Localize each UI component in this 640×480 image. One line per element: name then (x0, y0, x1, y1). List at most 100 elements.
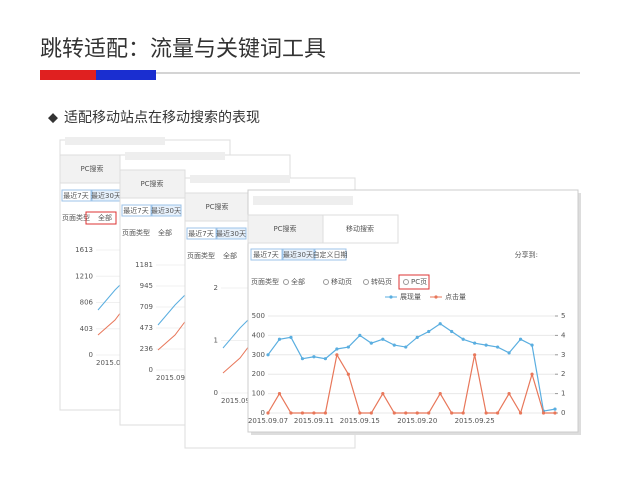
y2-tick-label: 0 (561, 409, 565, 417)
tick-label: 1210 (75, 272, 93, 280)
point (530, 372, 534, 376)
x-tick-label: 2015.09.25 (455, 417, 495, 425)
point (415, 335, 419, 339)
tick-label: 0 (89, 351, 93, 359)
radio[interactable] (283, 279, 289, 285)
point (277, 337, 282, 341)
button-label: 最近7天 (188, 229, 213, 238)
tick-label: 945 (140, 282, 153, 290)
point (427, 329, 431, 334)
point (300, 411, 305, 415)
point (358, 411, 362, 415)
point (541, 411, 546, 415)
point (335, 353, 339, 357)
tab[interactable] (322, 214, 399, 244)
filter-option: 全部 (98, 213, 112, 222)
series-line (267, 353, 555, 415)
point (450, 411, 454, 415)
radio[interactable] (403, 279, 409, 285)
dropdown (253, 196, 353, 205)
button-label: 最近30天 (216, 229, 246, 238)
tab[interactable] (247, 214, 324, 244)
button[interactable] (151, 204, 182, 217)
y2-tick-label: 4 (561, 331, 566, 339)
slide-title: 跳转适配：流量与关键词工具 (40, 37, 326, 62)
button[interactable] (282, 248, 315, 261)
point (415, 411, 419, 415)
x-tick-label: 2015.09.15 (340, 417, 380, 425)
point (266, 411, 270, 415)
point (289, 411, 293, 415)
red-bar (40, 70, 96, 80)
point (300, 357, 305, 361)
y-tick-label: 200 (252, 370, 265, 378)
filter-label: 页面类型 (187, 251, 215, 260)
legend-label: 点击量 (445, 292, 466, 301)
filter-option: 转码页 (371, 277, 392, 286)
button-label: 最近30天 (151, 206, 181, 215)
button[interactable] (216, 227, 247, 240)
point (358, 333, 362, 337)
tab-label: PC搜索 (205, 202, 228, 211)
legend-label: 展现量 (400, 293, 421, 301)
dropdown (125, 152, 225, 160)
y2-tick-label: 1 (561, 390, 565, 398)
button[interactable] (121, 204, 152, 217)
button[interactable] (61, 189, 92, 202)
filter-option: 全部 (223, 251, 237, 260)
x-tick-label: 2015.09.07 (248, 417, 288, 425)
point (289, 335, 293, 339)
radio[interactable] (363, 279, 369, 285)
point (335, 347, 339, 351)
tab-label: 移动搜索 (346, 224, 374, 233)
point (392, 411, 396, 415)
tick-label: 1181 (135, 261, 153, 269)
button-label: 最近7天 (123, 206, 148, 215)
tick-label: 1 (214, 337, 218, 345)
tick-label: 1613 (75, 246, 93, 254)
point (427, 411, 431, 415)
point (381, 392, 385, 396)
legend-dot (389, 295, 393, 299)
point (369, 411, 373, 415)
tick-label: 473 (140, 324, 153, 332)
legend-dot (434, 295, 438, 299)
button[interactable] (250, 248, 283, 261)
y-tick-label: 100 (252, 390, 265, 398)
tick-label: 0 (149, 366, 153, 374)
filter-label: 页面类型 (122, 228, 150, 237)
tick-label: 403 (80, 325, 93, 333)
point (266, 353, 270, 357)
tab-label: PC搜索 (140, 179, 163, 188)
point (473, 353, 477, 357)
date-label: 2015.09.07 (96, 359, 136, 367)
filter-option: PC页 (411, 278, 427, 286)
x-tick-label: 2015.09.20 (397, 417, 437, 425)
y-tick-label: 300 (252, 351, 265, 359)
filter-label: 页面类型 (251, 277, 279, 286)
tick-label: 2 (214, 284, 218, 292)
button-label: 最近30天 (283, 250, 313, 259)
button[interactable] (186, 227, 217, 240)
point (323, 411, 327, 415)
radio[interactable] (323, 279, 329, 285)
tick-label: 806 (80, 299, 94, 307)
share-label: 分享到: (515, 250, 538, 259)
filter-option: 全部 (291, 277, 305, 286)
point (496, 411, 500, 415)
dropdown (190, 175, 290, 183)
bullet: 适配移动站点在移动搜索的表现 (64, 109, 260, 126)
highlight (398, 274, 430, 290)
y2-tick-label: 2 (561, 370, 565, 378)
point (484, 411, 488, 415)
point (392, 343, 396, 347)
highlight (85, 211, 117, 225)
tick-label: 0 (214, 389, 218, 397)
button[interactable] (314, 248, 347, 261)
point (312, 355, 316, 359)
series-line (267, 323, 556, 412)
filter-option: 全部 (158, 228, 172, 237)
date-label: 2015.09.07 (156, 374, 196, 382)
tab (184, 192, 251, 222)
